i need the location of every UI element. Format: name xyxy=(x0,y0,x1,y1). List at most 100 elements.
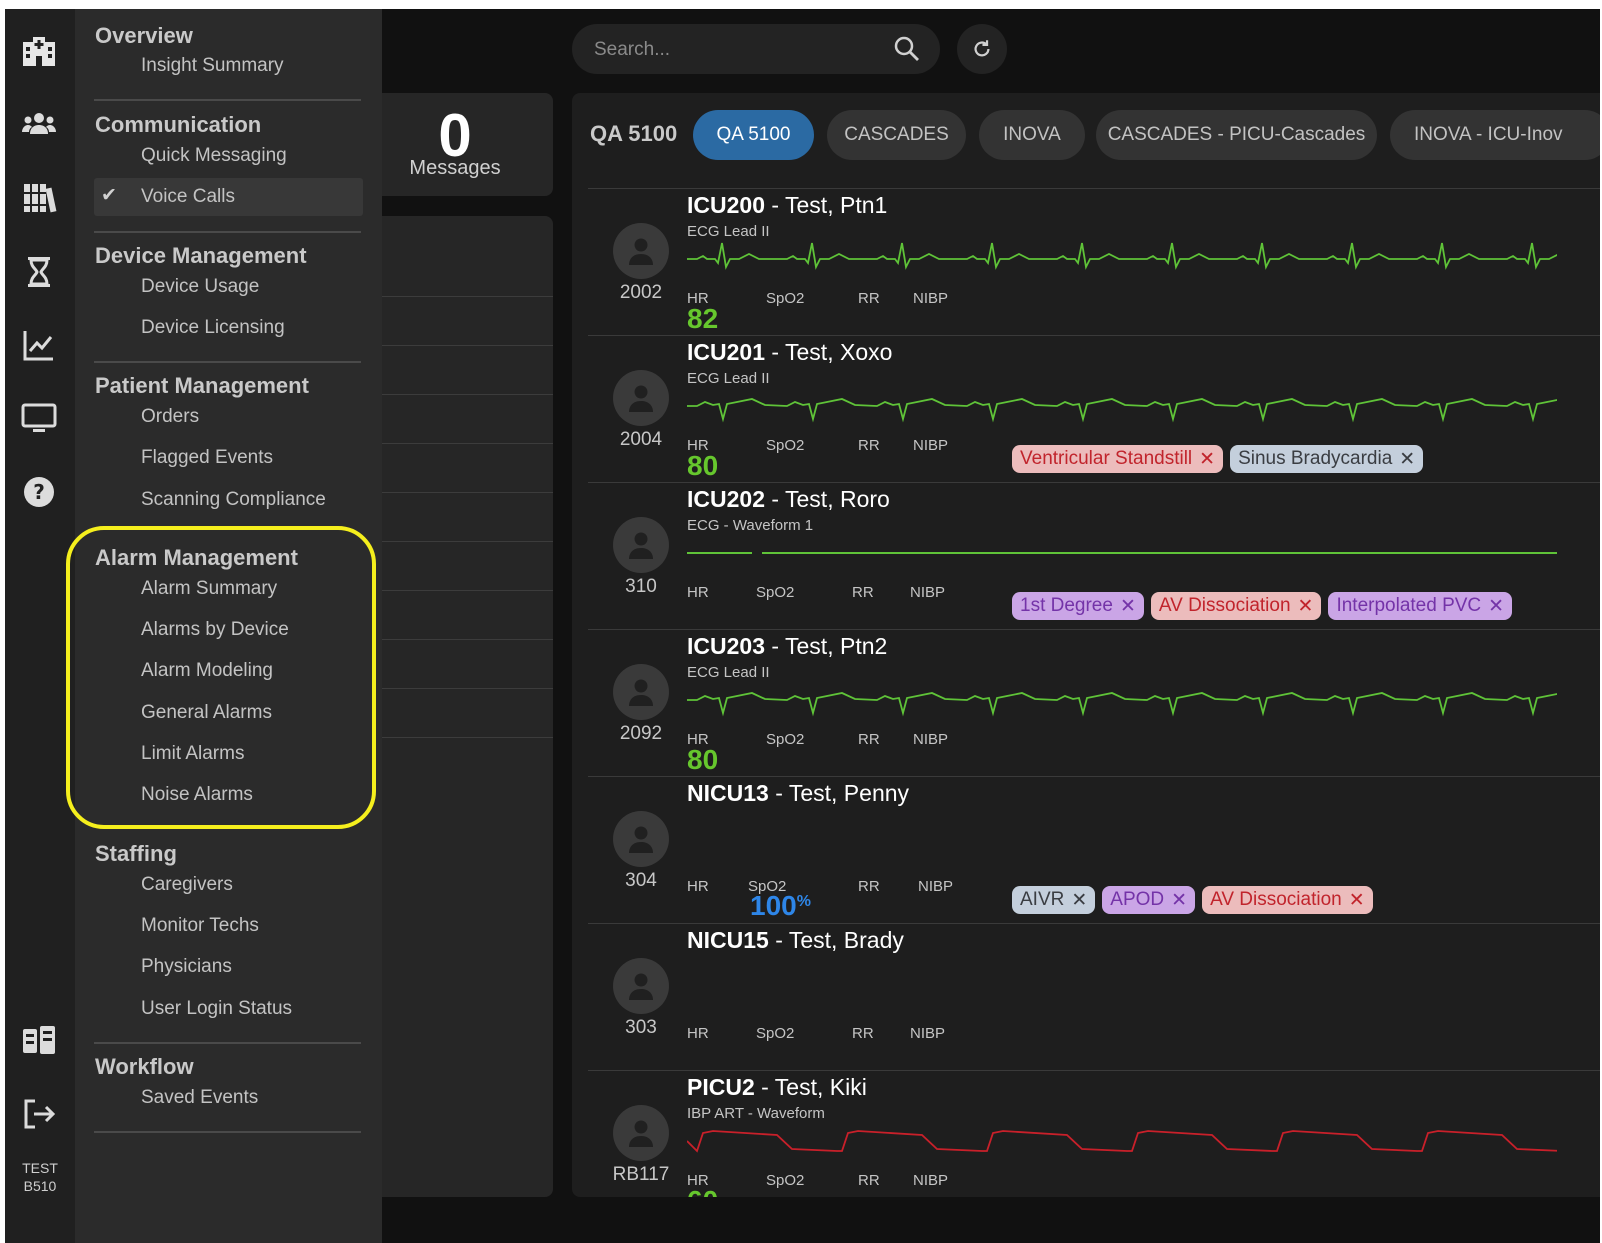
help-icon[interactable]: ? xyxy=(18,471,60,513)
menu-item-voice-calls[interactable]: ✔ Voice Calls xyxy=(94,178,363,216)
menu-item-flagged-events[interactable]: Flagged Events xyxy=(141,447,274,468)
list-divider xyxy=(382,394,553,395)
patient-row[interactable]: 2004 ICU201 - Test, Xoxo ECG Lead II HR SpO2… xyxy=(572,336,1600,483)
menu-item-device-licensing[interactable]: Device Licensing xyxy=(141,317,285,338)
close-icon[interactable]: ✕ xyxy=(1297,595,1314,617)
monitor-icon[interactable] xyxy=(18,397,60,439)
patient-title[interactable]: ICU200 - Test, Ptn1 xyxy=(687,192,887,219)
menu-item-monitor-techs[interactable]: Monitor Techs xyxy=(141,915,259,936)
close-icon[interactable]: ✕ xyxy=(1488,595,1505,617)
waveform xyxy=(687,242,1557,270)
bed-id: PICU2 xyxy=(687,1074,755,1100)
title-separator: - xyxy=(764,486,786,512)
alarm-chip[interactable]: APOD ✕ xyxy=(1102,886,1196,914)
patient-row[interactable]: RB117 PICU2 - Test, Kiki IBP ART - Wavefor… xyxy=(572,1071,1600,1197)
person-icon xyxy=(629,238,653,265)
close-icon[interactable]: ✕ xyxy=(1199,448,1216,470)
menu-item-caregivers[interactable]: Caregivers xyxy=(141,874,233,895)
alarm-chip[interactable]: AV Dissociation ✕ xyxy=(1202,886,1373,914)
chart-icon[interactable] xyxy=(18,324,60,366)
close-icon[interactable]: ✕ xyxy=(1348,889,1365,911)
patient-name: Test, Roro xyxy=(785,486,890,512)
unit-title: QA 5100 xyxy=(590,121,678,146)
lead-label: IBP ART - Waveform xyxy=(687,1105,825,1122)
search-input[interactable] xyxy=(594,37,884,63)
patient-row[interactable]: 310 ICU202 - Test, Roro ECG - Waveform 1 HR… xyxy=(572,483,1600,630)
menu-item-device-usage[interactable]: Device Usage xyxy=(141,276,260,297)
patient-title[interactable]: ICU202 - Test, Roro xyxy=(687,486,890,513)
menu-item-user-login-status[interactable]: User Login Status xyxy=(141,998,293,1019)
bed-id: NICU13 xyxy=(687,780,769,806)
patient-title[interactable]: PICU2 - Test, Kiki xyxy=(687,1074,867,1101)
hr-value: 80 xyxy=(687,744,719,775)
menu-item-saved-events[interactable]: Saved Events xyxy=(141,1087,259,1108)
bed-number: RB117 xyxy=(612,1164,670,1185)
alarm-chip[interactable]: Interpolated PVC ✕ xyxy=(1328,592,1513,620)
close-icon[interactable]: ✕ xyxy=(1399,448,1416,470)
hourglass-icon[interactable] xyxy=(18,251,60,293)
tab-inova-icu[interactable]: INOVA - ICU-Inov xyxy=(1390,110,1600,160)
menu-item-alarm-summary[interactable]: Alarm Summary xyxy=(141,578,278,599)
patient-row[interactable]: 2002 ICU200 - Test, Ptn1 ECG Lead II HR SpO2… xyxy=(572,189,1600,336)
svg-text:?: ? xyxy=(33,480,45,504)
vital-label-rr: RR xyxy=(858,1172,880,1189)
tab-cascades-picu[interactable]: CASCADES - PICU-Cascades xyxy=(1096,110,1377,160)
refresh-button[interactable] xyxy=(957,24,1007,74)
users-icon[interactable] xyxy=(18,104,60,146)
vital-label-rr: RR xyxy=(858,731,880,748)
menu-item-alarms-by-device[interactable]: Alarms by Device xyxy=(141,619,289,640)
menu-item-noise-alarms[interactable]: Noise Alarms xyxy=(141,784,253,805)
monitor-board-icon[interactable] xyxy=(18,1020,60,1062)
menu-item-scanning-compliance[interactable]: Scanning Compliance xyxy=(141,489,326,510)
hospital-icon[interactable] xyxy=(18,31,60,73)
bed-id: NICU15 xyxy=(687,927,769,953)
list-divider xyxy=(382,345,553,346)
patient-name: Test, Kiki xyxy=(774,1074,867,1100)
alarm-chip[interactable]: AIVR ✕ xyxy=(1012,886,1096,914)
vital-label-nibp: NIBP xyxy=(910,584,946,601)
vital-label-spo2: SpO2 xyxy=(766,731,805,748)
close-icon[interactable]: ✕ xyxy=(1171,889,1188,911)
menu-item-insight-summary[interactable]: Insight Summary xyxy=(141,55,284,76)
vital-label-rr: RR xyxy=(858,437,880,454)
alarm-chips: Ventricular Standstill ✕ Sinus Bradycardia… xyxy=(1012,445,1424,473)
alarm-chip[interactable]: AV Dissociation ✕ xyxy=(1150,592,1322,620)
patient-row[interactable]: 304 NICU13 - Test, Penny HR SpO2 RR NIBP 100% A… xyxy=(572,777,1600,924)
spo2-unit: % xyxy=(796,893,811,910)
vital-label-spo2: SpO2 xyxy=(766,1172,805,1189)
tab-qa-5100[interactable]: QA 5100 xyxy=(693,110,814,160)
section-title-overview: Overview xyxy=(95,23,193,48)
patient-row[interactable]: 303 NICU15 - Test, Brady HR SpO2 RR NIBP xyxy=(572,924,1600,1071)
vital-label-hr: HR xyxy=(687,584,709,601)
menu-item-general-alarms[interactable]: General Alarms xyxy=(141,702,272,723)
menu-item-limit-alarms[interactable]: Limit Alarms xyxy=(141,743,245,764)
section-title-communication: Communication xyxy=(95,112,262,137)
menu-item-physicians[interactable]: Physicians xyxy=(141,956,232,977)
alarm-chip[interactable]: 1st Degree ✕ xyxy=(1012,592,1144,620)
patient-title[interactable]: NICU15 - Test, Brady xyxy=(687,927,904,954)
menu-item-alarm-modeling[interactable]: Alarm Modeling xyxy=(141,660,273,681)
close-icon[interactable]: ✕ xyxy=(1071,889,1088,911)
patient-title[interactable]: ICU201 - Test, Xoxo xyxy=(687,339,892,366)
patient-title[interactable]: ICU203 - Test, Ptn2 xyxy=(687,633,887,660)
menu-item-quick-messaging[interactable]: Quick Messaging xyxy=(141,145,287,166)
patient-name: Test, Xoxo xyxy=(785,339,893,365)
patient-name: Test, Penny xyxy=(788,780,910,806)
tab-inova[interactable]: INOVA xyxy=(979,110,1085,160)
alarm-chip[interactable]: Ventricular Standstill ✕ xyxy=(1012,445,1224,473)
alarm-chip[interactable]: Sinus Bradycardia ✕ xyxy=(1230,445,1424,473)
patient-row[interactable]: 2092 ICU203 - Test, Ptn2 ECG Lead II HR SpO2… xyxy=(572,630,1600,777)
logout-icon[interactable] xyxy=(18,1093,60,1135)
search-icon[interactable] xyxy=(893,35,921,63)
unit-label: TEST B510 xyxy=(5,1159,75,1195)
vital-label-spo2: SpO2 xyxy=(766,437,805,454)
tab-cascades[interactable]: CASCADES xyxy=(827,110,966,160)
messages-card[interactable]: 0 Messages xyxy=(382,93,553,196)
patient-title[interactable]: NICU13 - Test, Penny xyxy=(687,780,909,807)
library-icon[interactable] xyxy=(18,177,60,219)
section-title-alarm-management: Alarm Management xyxy=(95,545,298,570)
close-icon[interactable]: ✕ xyxy=(1119,595,1136,617)
vital-label-hr: HR xyxy=(687,1172,709,1189)
menu-item-orders[interactable]: Orders xyxy=(141,406,200,427)
unit-line-2: B510 xyxy=(23,1178,57,1194)
